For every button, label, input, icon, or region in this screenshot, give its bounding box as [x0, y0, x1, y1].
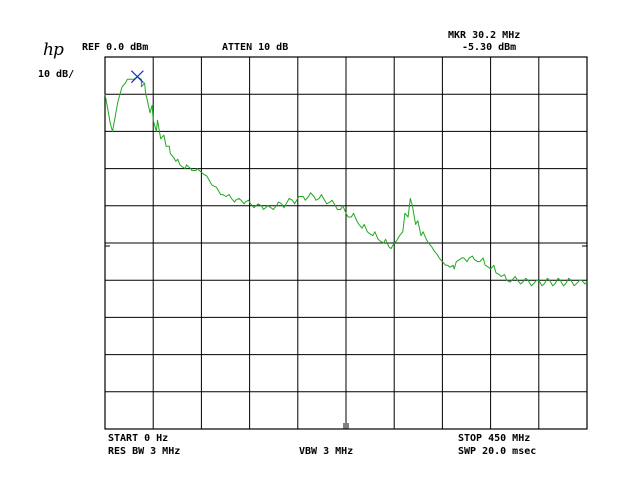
graticule	[104, 56, 588, 430]
hp-logo: hp	[43, 40, 64, 60]
trace-line	[104, 76, 588, 287]
resolution-bandwidth: RES BW 3 MHz	[108, 446, 181, 457]
marker-layer	[130, 70, 144, 84]
scale-per-division: 10 dB/	[38, 69, 75, 80]
marker-frequency: MKR 30.2 MHz	[448, 30, 521, 41]
trace-layer	[104, 76, 588, 287]
ref-level: REF 0.0 dBm	[82, 42, 149, 53]
marker-level: -5.30 dBm	[462, 42, 517, 53]
start-frequency: START 0 Hz	[108, 433, 169, 444]
marker-x-icon	[130, 70, 144, 84]
video-bandwidth: VBW 3 MHz	[299, 446, 354, 457]
sweep-time: SWP 20.0 msec	[458, 446, 537, 457]
stop-frequency: STOP 450 MHz	[458, 433, 531, 444]
attenuation: ATTEN 10 dB	[222, 42, 289, 53]
